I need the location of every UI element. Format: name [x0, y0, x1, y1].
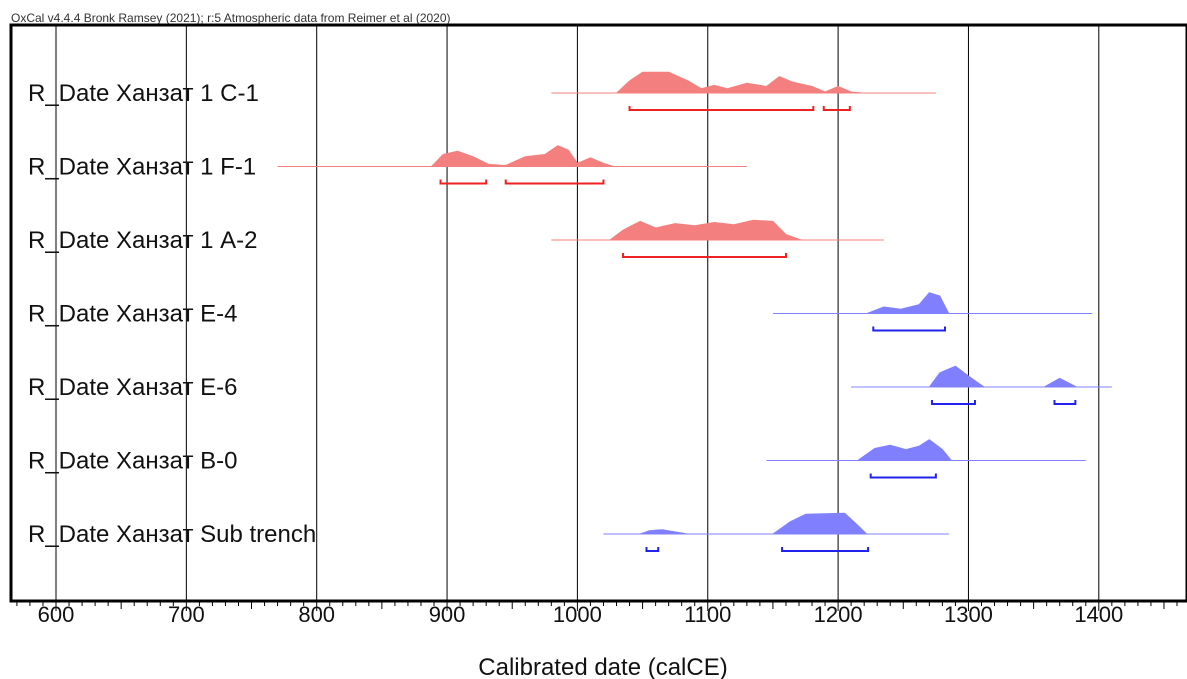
- series-label: R_Date Ханзат E-6: [28, 374, 237, 401]
- tick-label-800: 800: [298, 602, 335, 627]
- range-bracket-2: [822, 106, 851, 111]
- density-area-3: [772, 512, 868, 535]
- series-label: R_Date Ханзат 1 C-1: [28, 80, 259, 107]
- density-area-1: [616, 71, 865, 94]
- series-row-6: R_Date Ханзат B-0: [28, 439, 1086, 479]
- tick-label-1000: 1000: [553, 602, 602, 627]
- series-row-1: R_Date Ханзат 1 C-1: [28, 71, 936, 111]
- tick-label-600: 600: [38, 602, 75, 627]
- tick-label-1400: 1400: [1074, 602, 1123, 627]
- series-label: R_Date Ханзат 1 F-1: [28, 154, 256, 181]
- series-label: R_Date Ханзат E-4: [28, 301, 237, 328]
- range-bracket-2: [504, 179, 605, 185]
- x-axis: 600 700 800 900 1000 1100 1200 1300 1400: [16, 601, 1178, 627]
- series-group: R_Date Ханзат 1 C-1 R_Date Ханзат 1 F-1 R_…: [28, 71, 1112, 552]
- density-area-1: [928, 365, 985, 388]
- range-bracket-1: [439, 179, 488, 185]
- range-bracket-2: [781, 547, 870, 552]
- series-row-2: R_Date Ханзат 1 F-1: [28, 145, 747, 185]
- tick-label-700: 700: [168, 602, 205, 627]
- series-row-7: R_Date Ханзат Sub trench: [28, 512, 949, 552]
- density-area-1: [866, 292, 950, 314]
- series-label: R_Date Ханзат 1 A-2: [28, 227, 258, 254]
- density-area-1: [431, 145, 615, 167]
- range-bracket-1: [872, 326, 946, 332]
- chart-title: OxCal v4.4.4 Bronk Ramsey (2021); r:5 At…: [11, 11, 451, 25]
- plot-frame: [9, 23, 1187, 603]
- density-area-3: [1043, 377, 1077, 388]
- density-area-1: [857, 439, 952, 461]
- series-label: R_Date Ханзат Sub trench: [28, 521, 316, 548]
- tick-label-900: 900: [429, 602, 466, 627]
- tick-label-1300: 1300: [944, 602, 993, 627]
- range-bracket-1: [869, 473, 937, 479]
- range-bracket-1: [930, 400, 976, 405]
- range-bracket-1: [622, 253, 787, 258]
- series-row-3: R_Date Ханзат 1 A-2: [28, 219, 884, 258]
- density-area-1: [609, 219, 802, 241]
- range-bracket-1: [628, 106, 815, 111]
- range-bracket-2: [1053, 400, 1077, 405]
- series-row-5: R_Date Ханзат E-6: [28, 365, 1112, 405]
- x-axis-title: Calibrated date (calCE): [478, 654, 727, 679]
- tick-label-1100: 1100: [684, 602, 731, 627]
- series-label: R_Date Ханзат B-0: [28, 448, 237, 475]
- density-area-1: [639, 529, 689, 535]
- series-row-4: R_Date Ханзат E-4: [28, 292, 1093, 332]
- tick-label-1200: 1200: [814, 602, 863, 627]
- range-bracket-1: [645, 547, 660, 552]
